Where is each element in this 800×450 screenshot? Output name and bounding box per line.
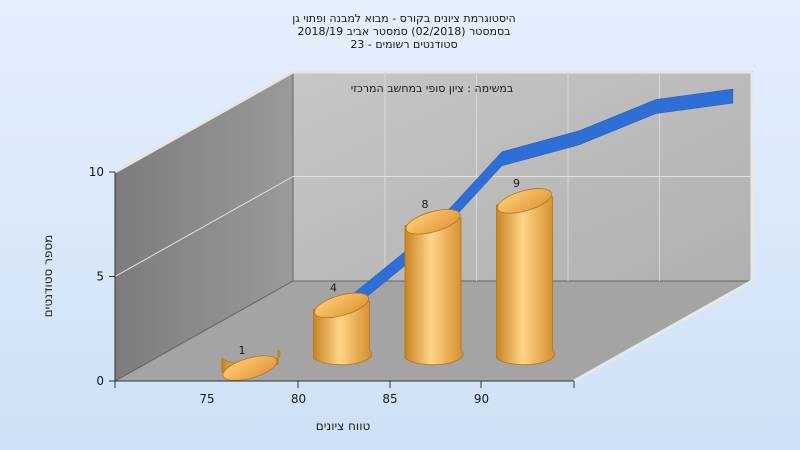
bar-cap — [405, 209, 461, 235]
grid-line-side — [114, 176, 294, 277]
bar: 8 — [404, 198, 464, 366]
x-tick-label: 90 — [474, 392, 489, 406]
frame-edge-right — [573, 72, 754, 383]
bar-cap — [497, 188, 552, 214]
x-axis-label: טווח ציונים — [316, 419, 371, 433]
title-line-1: היסטוגרמת ציונים בקורס - מבוא למבנה ופתו… — [292, 12, 515, 25]
grid-line-side — [114, 71, 294, 173]
bar-body — [404, 217, 464, 366]
bars: 1 4 8 9 — [221, 177, 555, 381]
y-axis-label: מספר סטודנטים — [41, 235, 55, 318]
chart-title: היסטוגרמת ציונים בקורס - מבוא למבנה ופתו… — [292, 12, 515, 51]
bar-cap — [314, 292, 369, 319]
x-ticks: 75 80 85 90 — [114, 381, 575, 406]
x-tick-label: 85 — [382, 392, 397, 406]
data-label: 9 — [513, 177, 520, 190]
x-tick-label: 80 — [291, 392, 306, 406]
x-tick-label: 75 — [199, 392, 214, 406]
grid-lines — [114, 71, 752, 281]
plot-subtitle: במשימה : ציון סופי במחשב המרכזי — [351, 82, 514, 95]
data-label: 8 — [422, 198, 429, 211]
title-line-3: סטודנטים רשומים - 23 — [350, 38, 457, 51]
y-tick-label: 5 — [96, 270, 104, 284]
data-label: 4 — [330, 281, 337, 294]
bar: 9 — [496, 177, 555, 366]
bar-body — [496, 196, 555, 366]
title-line-2: בסמסטר (02/2018) סמסטר אביב 2018/19 — [297, 25, 510, 38]
bar: 4 — [313, 281, 372, 366]
y-ticks: 0 5 10 — [89, 165, 115, 388]
data-label: 1 — [239, 344, 246, 357]
bar: 1 — [221, 344, 281, 381]
y-tick-label: 10 — [89, 165, 104, 179]
bar-cap — [222, 355, 278, 381]
y-tick-label: 0 — [96, 374, 104, 388]
